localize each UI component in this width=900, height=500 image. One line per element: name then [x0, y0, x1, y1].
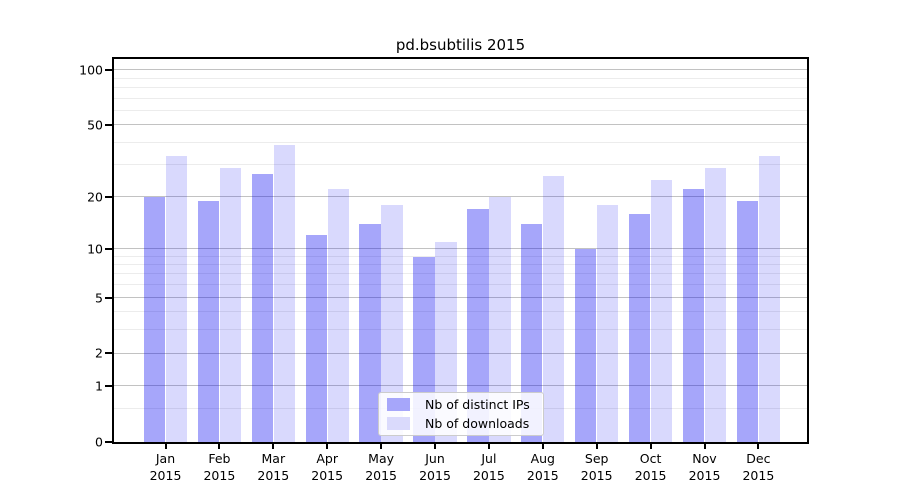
x-tick [164, 444, 167, 449]
bar-nb-of-downloads-apr [327, 189, 349, 442]
bar-nb-of-distinct-ips-apr [305, 235, 327, 442]
y-tick [105, 441, 112, 443]
legend-swatch-nb-of-downloads [387, 417, 410, 430]
bar-nb-of-distinct-ips-jan [143, 196, 166, 442]
bars-layer [114, 59, 807, 442]
bar-nb-of-downloads-dec [758, 155, 781, 442]
y-tick [105, 124, 112, 127]
gridline-minor [114, 329, 807, 331]
x-tick [487, 444, 490, 449]
chart-title: pd.bsubtilis 2015 [395, 36, 526, 54]
x-tick [434, 444, 436, 449]
y-tick-label: 10 [87, 241, 103, 257]
gridline-minor [114, 255, 807, 257]
gridline-major [114, 385, 807, 387]
legend-swatch-nb-of-distinct-ips [387, 398, 410, 411]
x-tick-label: Sep 2015 [580, 451, 613, 483]
gridline-minor [114, 109, 807, 111]
gridline-major [114, 124, 807, 126]
x-tick-label: Mar 2015 [257, 451, 290, 483]
x-tick-label: May 2015 [365, 451, 397, 483]
legend-item-nb-of-distinct-ips: Nb of distinct IPs [387, 397, 535, 412]
x-tick [595, 444, 598, 449]
legend-label: Nb of distinct IPs [425, 397, 530, 412]
bar-nb-of-downloads-oct [650, 179, 673, 442]
bar-nb-of-distinct-ips-nov [682, 189, 705, 442]
y-tick-label: 0 [95, 434, 103, 450]
y-tick [105, 296, 112, 299]
y-tick [105, 352, 112, 355]
x-tick-label: Oct 2015 [634, 451, 667, 483]
gridline-major [114, 195, 807, 197]
gridlines-layer [114, 59, 807, 442]
gridline-major [114, 247, 807, 249]
y-tick-label: 5 [95, 290, 103, 306]
bar-nb-of-distinct-ips-oct [628, 213, 651, 442]
bar-nb-of-distinct-ips-may [359, 223, 381, 442]
bar-nb-of-downloads-jun [435, 241, 457, 442]
x-tick-label: Jan 2015 [149, 451, 182, 483]
y-tick-label: 50 [87, 117, 103, 133]
bar-nb-of-distinct-ips-dec [736, 200, 759, 442]
legend-label: Nb of downloads [425, 416, 530, 431]
x-tick [326, 444, 329, 449]
x-tick [218, 444, 221, 449]
bar-nb-of-downloads-jan [165, 155, 188, 442]
y-tick-label: 20 [87, 189, 103, 205]
bar-nb-of-downloads-jul [489, 196, 511, 442]
gridline-minor [114, 86, 807, 88]
x-tick [649, 444, 652, 449]
bar-nb-of-downloads-feb [219, 168, 242, 442]
x-tick [380, 444, 383, 449]
bar-nb-of-downloads-may [381, 204, 403, 442]
x-tick-label: Nov 2015 [688, 451, 721, 483]
bar-nb-of-downloads-mar [273, 144, 295, 442]
legend: Nb of distinct IPs Nb of downloads [378, 392, 544, 436]
bar-nb-of-downloads-aug [543, 176, 565, 442]
x-tick-label: Feb 2015 [203, 451, 236, 483]
gridline-minor [114, 284, 807, 286]
x-tick [757, 444, 760, 449]
gridline-minor [114, 141, 807, 143]
gridline-major [114, 352, 807, 354]
x-tick [272, 444, 275, 449]
gridline-minor [114, 273, 807, 275]
gridline-minor [114, 164, 807, 166]
bar-nb-of-distinct-ips-aug [521, 223, 543, 442]
gridline-minor [114, 311, 807, 313]
y-tick-label: 100 [79, 62, 103, 78]
bar-nb-of-distinct-ips-jul [467, 209, 489, 442]
x-tick-label: Apr 2015 [311, 451, 344, 483]
x-tick-label: Aug 2015 [526, 451, 559, 483]
gridline-minor [114, 77, 807, 79]
y-tick [105, 69, 112, 72]
y-tick [105, 385, 112, 388]
gridline-minor [114, 264, 807, 265]
y-tick [105, 195, 112, 198]
y-tick-label: 1 [95, 378, 103, 394]
x-tick-label: Jun 2015 [419, 451, 451, 483]
y-tick-label: 2 [95, 345, 103, 361]
gridline-minor [114, 97, 807, 99]
legend-item-nb-of-downloads: Nb of downloads [387, 416, 535, 431]
bar-nb-of-downloads-nov [704, 168, 727, 442]
bar-nb-of-distinct-ips-feb [197, 200, 220, 442]
bar-nb-of-distinct-ips-mar [251, 173, 273, 442]
plot-area [112, 57, 809, 444]
gridline-major [114, 296, 807, 298]
x-tick [541, 444, 544, 449]
y-tick [105, 247, 112, 250]
x-tick-label: Dec 2015 [742, 451, 775, 483]
bar-nb-of-distinct-ips-sep [575, 248, 597, 442]
x-tick-label: Jul 2015 [472, 451, 505, 483]
gridline-major [114, 69, 807, 71]
x-tick [703, 444, 706, 449]
bar-nb-of-downloads-sep [597, 204, 619, 442]
